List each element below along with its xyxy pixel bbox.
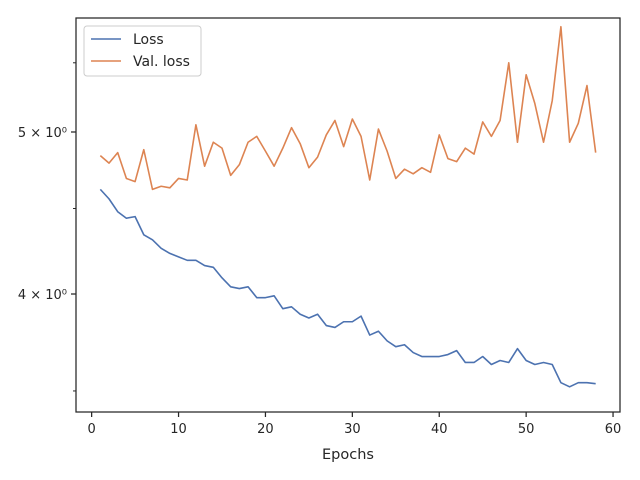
x-tick-label: 10	[170, 422, 187, 437]
y-tick-label: 4 × 10⁰	[18, 288, 67, 303]
x-tick-label: 30	[344, 422, 361, 437]
legend-label-val-loss: Val. loss	[133, 54, 190, 70]
legend-label-loss: Loss	[133, 32, 164, 48]
legend: Loss Val. loss	[83, 25, 202, 77]
plot-lines	[99, 25, 597, 388]
x-tick-label: 0	[88, 422, 96, 437]
x-tick-label: 60	[605, 422, 622, 437]
axis-ticks: 0 10 20 30 40 50 60 4 × 10⁰ 5 × 10⁰	[18, 62, 622, 437]
series-line-val-loss	[99, 25, 597, 191]
plot-frame	[75, 17, 621, 413]
x-tick-label: 50	[518, 422, 535, 437]
x-tick-label: 20	[257, 422, 274, 437]
x-tick-label: 40	[431, 422, 448, 437]
y-tick-label: 5 × 10⁰	[18, 126, 67, 141]
x-axis-label: Epochs	[322, 447, 374, 463]
series-line-loss	[99, 188, 596, 388]
